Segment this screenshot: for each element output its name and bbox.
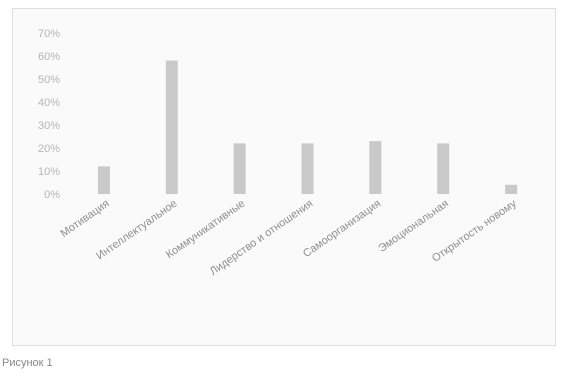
bar — [97, 166, 110, 194]
bar — [301, 143, 314, 194]
y-tick-label: 30% — [38, 120, 60, 132]
bar — [369, 141, 382, 194]
bar — [505, 184, 518, 194]
y-tick-label: 10% — [38, 166, 60, 178]
figure-caption: Рисунок 1 — [2, 357, 53, 369]
y-tick-label: 20% — [38, 143, 60, 155]
bar — [437, 143, 450, 194]
x-tick-label: Мотивация — [58, 198, 111, 240]
y-tick-label: 60% — [38, 51, 60, 63]
x-tick-label: Эмоциональная — [376, 198, 451, 255]
y-tick-label: 70% — [38, 28, 60, 40]
y-tick-label: 40% — [38, 97, 60, 109]
y-tick-label: 0% — [44, 189, 60, 201]
bar — [165, 60, 178, 194]
y-tick-label: 50% — [38, 74, 60, 86]
bar — [233, 143, 246, 194]
